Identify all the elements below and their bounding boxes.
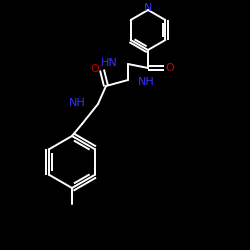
Text: NH: NH [69,98,86,108]
Text: HN: HN [101,58,118,68]
Text: NH: NH [138,77,155,87]
Text: O: O [90,64,100,74]
Text: O: O [166,63,174,73]
Text: N: N [144,3,152,13]
